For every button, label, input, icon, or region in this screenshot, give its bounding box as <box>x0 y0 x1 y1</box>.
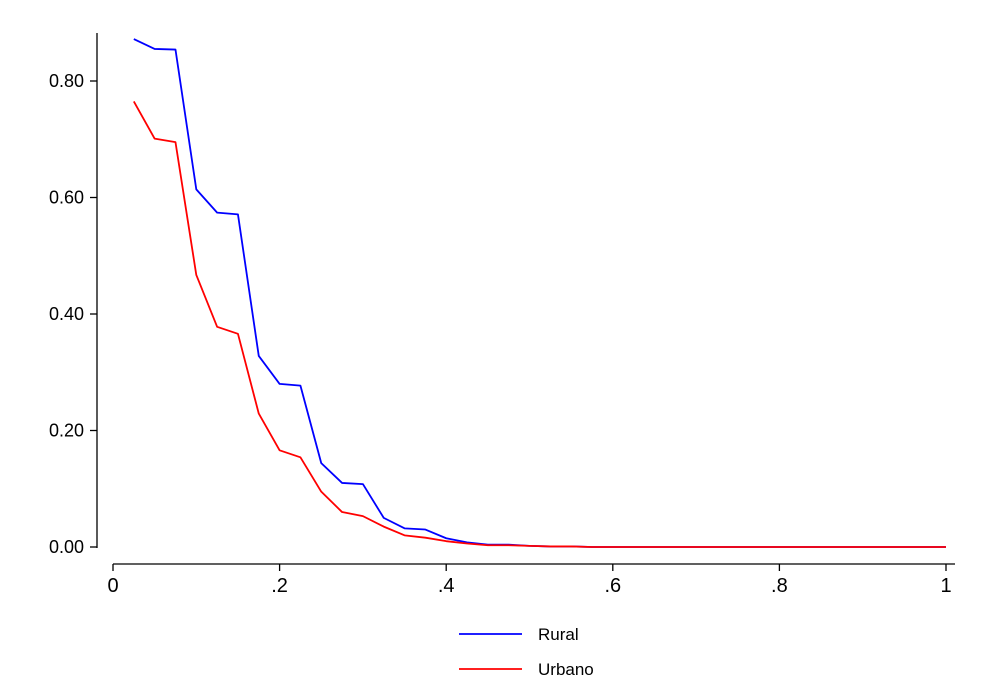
x-tick-label: .2 <box>271 575 288 597</box>
y-tick-label: 0.20 <box>49 421 84 441</box>
x-tick-label: 1 <box>940 575 951 597</box>
y-tick-label: 0.40 <box>49 304 84 324</box>
series-line-rural <box>133 38 946 548</box>
y-ticks: 0.00 0.20 0.40 0.60 0.80 <box>49 71 97 557</box>
series-line-urbano <box>133 100 946 548</box>
y-tick-label: 0.60 <box>49 188 84 208</box>
x-tick-label: .6 <box>604 575 621 597</box>
x-tick-label: .8 <box>771 575 788 597</box>
y-tick-label: 0.00 <box>49 537 84 557</box>
legend-label-rural: Rural <box>538 625 579 644</box>
axes <box>96 33 955 565</box>
x-tick-label: .4 <box>438 575 455 597</box>
y-tick-label: 0.80 <box>49 71 84 91</box>
x-tick-label: 0 <box>107 575 118 597</box>
x-ticks: 0 .2 .4 .6 .8 1 <box>107 564 952 597</box>
plot-lines <box>133 38 946 548</box>
legend: Rural Urbano <box>459 625 594 679</box>
legend-label-urbano: Urbano <box>538 660 594 679</box>
